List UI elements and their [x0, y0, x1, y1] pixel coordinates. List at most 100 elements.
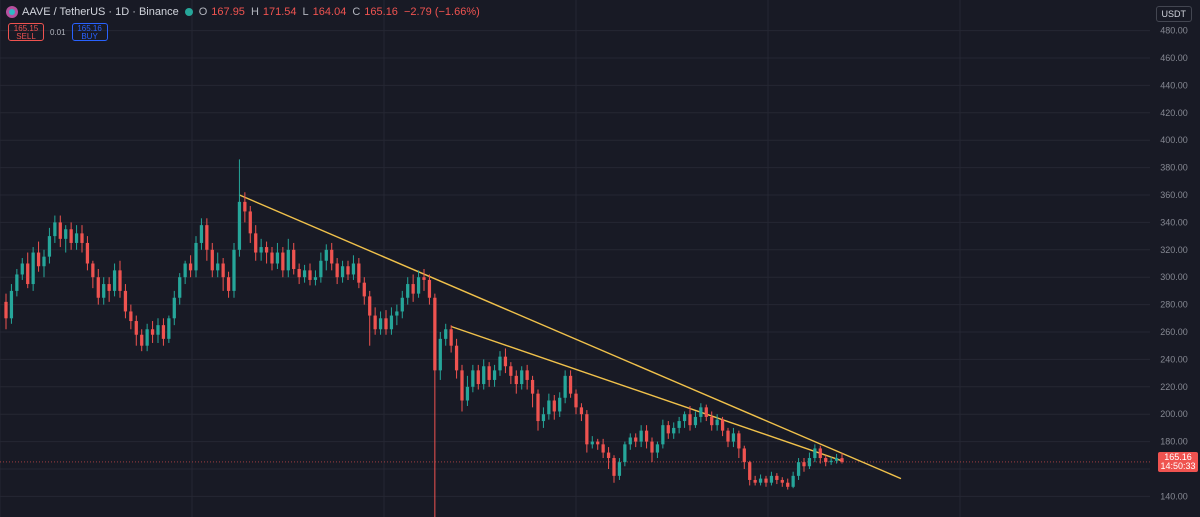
candle-body	[737, 433, 741, 449]
trendlines[interactable]	[239, 194, 902, 480]
candle-body	[520, 370, 524, 385]
candle-body	[161, 325, 166, 339]
candle-body	[129, 311, 133, 322]
price-tick-label: 340.00	[1160, 217, 1188, 227]
candle-body	[726, 430, 730, 442]
candle-body	[422, 277, 426, 280]
candle-body	[237, 201, 242, 250]
candle-body	[297, 268, 301, 278]
candle-body	[145, 329, 149, 346]
candle-body	[134, 321, 138, 335]
candle-body	[710, 416, 714, 426]
candle-body	[677, 421, 681, 428]
candle-body	[758, 478, 763, 483]
high-label: H	[250, 6, 259, 18]
candle-body	[487, 366, 491, 380]
candle-body	[395, 311, 399, 316]
price-axis[interactable]: 140.00160.00180.00200.00220.00240.00260.…	[1160, 26, 1188, 502]
candle-body	[840, 458, 844, 462]
candle-body	[715, 419, 719, 426]
candle-body	[498, 356, 502, 371]
candle-body	[780, 479, 784, 483]
candle-body	[346, 266, 350, 275]
candle-body	[807, 458, 812, 467]
currency-selector[interactable]: USDT	[1155, 6, 1192, 22]
sell-price: 165.15	[13, 24, 39, 33]
candle-body	[340, 266, 345, 278]
candle-body	[80, 233, 84, 243]
price-tick-label: 480.00	[1160, 26, 1188, 36]
candle-body	[36, 252, 41, 267]
sell-button[interactable]: 165.15 SELL	[8, 23, 44, 41]
candle-body	[362, 282, 366, 297]
candle-body	[357, 263, 361, 283]
candle-body	[292, 249, 296, 269]
price-tick-label: 440.00	[1160, 80, 1188, 90]
trendline[interactable]	[450, 325, 843, 462]
candle-body	[639, 430, 643, 442]
low-label: L	[302, 6, 309, 18]
candle-body	[406, 284, 410, 298]
spread-value: 0.01	[50, 27, 66, 37]
candle-body	[259, 247, 263, 253]
candle-body	[590, 441, 594, 445]
candle-body	[351, 263, 356, 275]
candle-body	[460, 370, 464, 401]
candle-body	[254, 233, 258, 253]
candle-body	[568, 375, 573, 394]
trade-panel: 165.15 SELL 0.01 165.16 BUY	[8, 23, 108, 41]
candle-body	[786, 482, 790, 487]
candle-body	[585, 414, 589, 445]
close-value: 165.16	[364, 6, 398, 18]
aave-coin-icon	[6, 6, 18, 18]
candle-body	[373, 315, 377, 330]
candle-body	[427, 279, 432, 298]
last-price-value: 165.16	[1164, 451, 1192, 462]
candle-body	[775, 475, 779, 480]
candle-body	[210, 249, 214, 271]
candle-body	[530, 379, 535, 394]
candle-body	[623, 444, 627, 463]
candle-body	[682, 414, 687, 422]
candle-body	[199, 225, 204, 243]
low-value: 164.04	[312, 6, 347, 18]
candle-body	[20, 263, 24, 275]
candle-body	[465, 386, 470, 401]
close-label: C	[352, 6, 361, 18]
buy-button[interactable]: 165.16 BUY	[71, 23, 108, 41]
candle-body	[226, 277, 231, 291]
candle-body	[411, 284, 415, 294]
candle-body	[281, 252, 285, 271]
candle-body	[596, 441, 600, 445]
candle-body	[102, 284, 106, 298]
candle-body	[699, 407, 703, 417]
candle-body	[313, 277, 318, 280]
candle-body	[107, 284, 111, 291]
candle-body	[802, 462, 806, 467]
candle-body	[720, 419, 725, 431]
trendline[interactable]	[239, 194, 902, 480]
candle-body	[42, 256, 46, 267]
candle-body	[818, 448, 822, 459]
price-tick-label: 320.00	[1160, 245, 1188, 255]
candle-body	[74, 233, 79, 243]
candle-body	[601, 444, 605, 453]
candle-body	[91, 263, 95, 278]
candle-body	[482, 366, 486, 385]
candle-body	[118, 270, 122, 291]
candle-body	[634, 437, 638, 442]
grid-lines	[0, 0, 1150, 517]
candle-body	[221, 263, 225, 278]
candle-body	[416, 277, 421, 294]
candle-body	[330, 249, 334, 264]
candle-body	[264, 247, 269, 253]
candle-body	[188, 263, 193, 271]
price-tick-label: 460.00	[1160, 53, 1188, 63]
price-tick-label: 400.00	[1160, 135, 1188, 145]
candle-body	[15, 274, 19, 291]
candle-body	[688, 414, 692, 426]
candle-body	[606, 452, 611, 459]
symbol-title[interactable]: AAVE / TetherUS · 1D · Binance	[22, 6, 179, 18]
candle-body	[503, 356, 508, 367]
